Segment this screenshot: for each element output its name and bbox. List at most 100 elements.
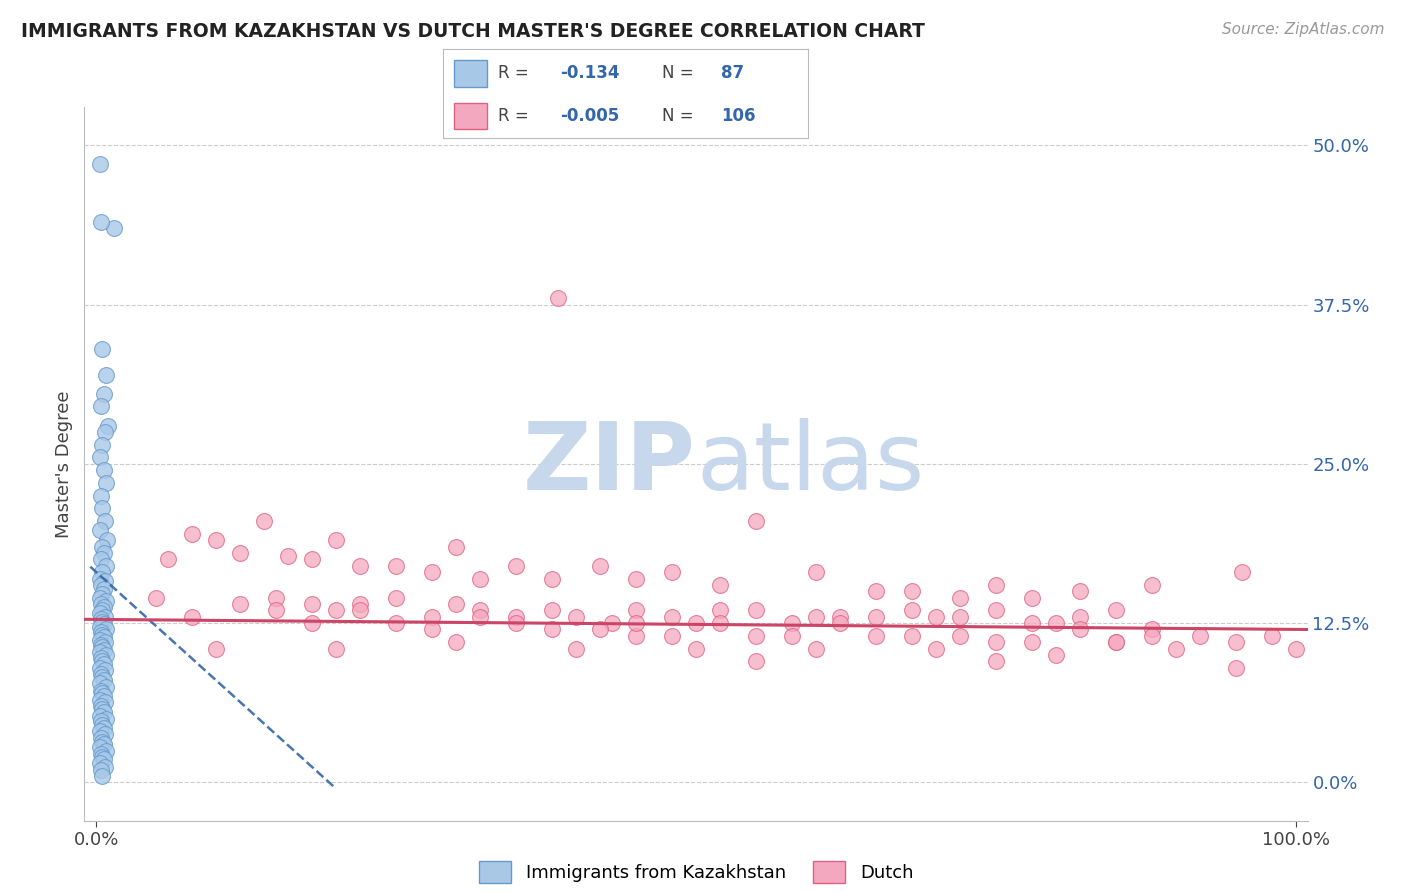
- Point: [90, 683, 112, 698]
- Point: [93, 727, 117, 741]
- Text: -0.005: -0.005: [560, 107, 619, 125]
- Point: [94, 712, 117, 726]
- Point: [624, 603, 647, 617]
- Point: [91, 603, 114, 617]
- Point: [420, 565, 443, 579]
- Point: [624, 572, 647, 586]
- Point: [325, 603, 347, 617]
- Point: [89, 756, 111, 771]
- Point: [541, 623, 564, 637]
- Y-axis label: Master's Degree: Master's Degree: [55, 390, 73, 538]
- Point: [301, 616, 323, 631]
- Point: [780, 629, 803, 643]
- Point: [385, 591, 408, 605]
- Point: [745, 629, 768, 643]
- Point: [865, 584, 887, 599]
- Point: [94, 648, 117, 662]
- Point: [685, 641, 707, 656]
- Text: IMMIGRANTS FROM KAZAKHSTAN VS DUTCH MASTER'S DEGREE CORRELATION CHART: IMMIGRANTS FROM KAZAKHSTAN VS DUTCH MAST…: [21, 22, 925, 41]
- Text: Source: ZipAtlas.com: Source: ZipAtlas.com: [1222, 22, 1385, 37]
- Point: [94, 475, 117, 490]
- Point: [565, 609, 588, 624]
- Point: [90, 747, 112, 762]
- Point: [505, 609, 527, 624]
- Point: [420, 609, 443, 624]
- Point: [1164, 641, 1187, 656]
- Point: [804, 609, 827, 624]
- Point: [91, 342, 114, 356]
- Point: [349, 597, 371, 611]
- Point: [90, 714, 112, 729]
- Point: [94, 594, 117, 608]
- Point: [90, 650, 112, 665]
- Point: [90, 698, 112, 713]
- Point: [97, 418, 120, 433]
- Point: [468, 609, 491, 624]
- Text: R =: R =: [498, 64, 529, 82]
- Point: [90, 215, 112, 229]
- Point: [1225, 635, 1247, 649]
- Point: [93, 630, 115, 644]
- Point: [90, 489, 112, 503]
- Point: [205, 641, 228, 656]
- Point: [1045, 648, 1067, 662]
- Point: [745, 654, 768, 668]
- Point: [709, 578, 731, 592]
- Point: [93, 514, 117, 528]
- Point: [93, 386, 115, 401]
- Point: [181, 527, 204, 541]
- Point: [1260, 629, 1282, 643]
- Point: [229, 597, 252, 611]
- Point: [505, 616, 527, 631]
- Point: [93, 689, 115, 703]
- Point: [94, 558, 117, 573]
- Point: [828, 616, 851, 631]
- Point: [1105, 635, 1128, 649]
- Point: [89, 450, 111, 465]
- Point: [157, 552, 180, 566]
- Text: N =: N =: [662, 64, 693, 82]
- Point: [93, 643, 115, 657]
- Point: [89, 157, 111, 171]
- Point: [349, 603, 371, 617]
- Point: [444, 540, 467, 554]
- Point: [565, 641, 588, 656]
- Point: [1105, 635, 1128, 649]
- Point: [984, 603, 1007, 617]
- Point: [901, 603, 924, 617]
- Point: [93, 760, 117, 774]
- Point: [804, 641, 827, 656]
- Point: [420, 623, 443, 637]
- Point: [301, 552, 323, 566]
- Point: [89, 632, 111, 647]
- Point: [709, 616, 731, 631]
- Point: [89, 724, 111, 739]
- Point: [505, 558, 527, 573]
- Point: [949, 591, 972, 605]
- Point: [1140, 629, 1163, 643]
- Point: [91, 640, 114, 655]
- Point: [90, 612, 112, 626]
- Point: [94, 368, 117, 382]
- Point: [229, 546, 252, 560]
- Point: [93, 582, 115, 596]
- Point: [661, 629, 683, 643]
- Point: [91, 654, 114, 668]
- Point: [1284, 641, 1306, 656]
- Point: [90, 578, 112, 592]
- Point: [91, 701, 114, 715]
- Point: [1140, 623, 1163, 637]
- Point: [91, 627, 114, 641]
- Point: [541, 603, 564, 617]
- Point: [589, 623, 612, 637]
- Point: [89, 591, 111, 605]
- Point: [93, 721, 115, 735]
- Point: [1225, 661, 1247, 675]
- Point: [91, 686, 114, 700]
- Point: [1140, 578, 1163, 592]
- Point: [865, 609, 887, 624]
- Point: [91, 587, 114, 601]
- Point: [93, 752, 115, 766]
- Point: [94, 743, 117, 757]
- Point: [865, 629, 887, 643]
